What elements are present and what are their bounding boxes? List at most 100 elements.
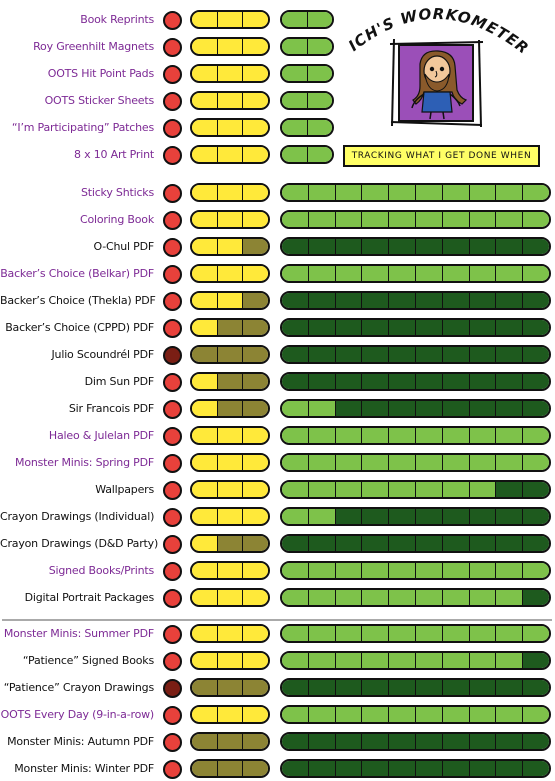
green-bar-segment: [496, 563, 524, 578]
green-bar-segment: [469, 266, 497, 281]
yellow-bar-segment: [217, 455, 244, 470]
yellow-bar-segment: [192, 374, 218, 389]
list-item: O-Chul PDF: [0, 235, 555, 259]
green-bar-segment: [523, 266, 549, 281]
yellow-bar-segment: [192, 293, 218, 308]
green-bar-segment: [469, 455, 497, 470]
green-bar-segment: [469, 482, 497, 497]
green-bar-segment: [389, 536, 416, 551]
yellow-bar-segment: [243, 93, 268, 108]
green-bar-segment: [308, 239, 336, 254]
green-bar-segment: [362, 293, 390, 308]
green-bar-segment: [496, 401, 524, 416]
green-bar-segment: [415, 320, 443, 335]
status-light-icon: [163, 481, 182, 500]
green-bar-segment: [308, 293, 336, 308]
green-bar-segment: [307, 12, 332, 27]
green-bar-segment: [523, 185, 549, 200]
green-bar-segment: [523, 590, 549, 605]
green-bar-segment: [335, 626, 363, 641]
green-bar-segment: [442, 482, 470, 497]
green-bar-segment: [523, 707, 549, 722]
yellow-bar-segment: [217, 12, 244, 27]
green-bar-segment: [415, 428, 443, 443]
green-bar-segment: [442, 320, 470, 335]
green-bar-segment: [389, 509, 416, 524]
green-bar-segment: [362, 536, 390, 551]
green-bar-segment: [362, 734, 390, 749]
green-bar-segment: [335, 590, 363, 605]
item-label: Coloring Book: [79, 213, 154, 226]
green-bar-segment: [469, 509, 497, 524]
green-bar-segment: [282, 509, 309, 524]
green-bar-segment: [282, 563, 309, 578]
green-bar-segment: [523, 653, 549, 668]
yellow-bar-segment: [192, 707, 218, 722]
green-progress-bar: [280, 426, 551, 445]
yellow-bar-segment: [217, 734, 244, 749]
green-bar-segment: [389, 455, 416, 470]
green-bar-segment: [307, 66, 332, 81]
yellow-bar-segment: [192, 39, 218, 54]
green-bar-segment: [282, 185, 309, 200]
green-bar-segment: [442, 680, 470, 695]
status-light-icon: [163, 65, 182, 84]
green-bar-segment: [282, 536, 309, 551]
green-bar-segment: [389, 185, 416, 200]
green-bar-segment: [308, 320, 336, 335]
yellow-progress-bar: [190, 399, 270, 418]
list-item: Monster Minis: Autumn PDF: [0, 730, 555, 754]
green-bar-segment: [415, 590, 443, 605]
green-bar-segment: [442, 563, 470, 578]
green-bar-segment: [523, 482, 549, 497]
caption-banner: TRACKING WHAT I GET DONE WHEN: [343, 145, 540, 167]
status-light-icon: [163, 400, 182, 419]
green-bar-segment: [362, 563, 390, 578]
item-label: 8 x 10 Art Print: [74, 148, 154, 161]
green-progress-bar: [280, 534, 551, 553]
yellow-bar-segment: [217, 39, 244, 54]
item-label: Julio Scoundrél PDF: [51, 348, 155, 361]
green-bar-segment: [415, 239, 443, 254]
green-bar-segment: [335, 536, 363, 551]
green-bar-segment: [496, 653, 524, 668]
green-bar-segment: [282, 401, 309, 416]
green-bar-segment: [335, 482, 363, 497]
green-bar-segment: [469, 653, 497, 668]
green-bar-segment: [308, 428, 336, 443]
list-item: OOTS Every Day (9-in-a-row): [0, 703, 555, 727]
green-bar-segment: [282, 761, 309, 776]
green-bar-segment: [442, 590, 470, 605]
green-bar-segment: [282, 266, 309, 281]
green-bar-segment: [415, 347, 443, 362]
yellow-bar-segment: [217, 536, 244, 551]
yellow-bar-segment: [217, 626, 244, 641]
green-progress-bar: [280, 91, 334, 110]
green-bar-segment: [362, 401, 390, 416]
green-bar-segment: [362, 320, 390, 335]
green-progress-bar: [280, 759, 551, 778]
yellow-bar-segment: [217, 239, 244, 254]
green-progress-bar: [280, 480, 551, 499]
status-light-icon: [163, 625, 182, 644]
rich-avatar-icon: [411, 50, 468, 120]
green-bar-segment: [282, 374, 309, 389]
portrait-frame: [389, 38, 484, 128]
green-bar-segment: [282, 590, 309, 605]
green-bar-segment: [362, 266, 390, 281]
green-progress-bar: [280, 10, 334, 29]
green-bar-segment: [442, 626, 470, 641]
item-label: “Patience” Crayon Drawings: [3, 681, 154, 694]
green-progress-bar: [280, 145, 334, 164]
green-bar-segment: [362, 482, 390, 497]
yellow-bar-segment: [192, 347, 218, 362]
yellow-bar-segment: [192, 428, 218, 443]
green-bar-segment: [335, 239, 363, 254]
list-item: Wallpapers: [0, 478, 555, 502]
green-bar-segment: [469, 239, 497, 254]
green-bar-segment: [442, 212, 470, 227]
green-bar-segment: [496, 239, 524, 254]
green-bar-segment: [496, 185, 524, 200]
green-bar-segment: [308, 482, 336, 497]
green-bar-segment: [523, 374, 549, 389]
